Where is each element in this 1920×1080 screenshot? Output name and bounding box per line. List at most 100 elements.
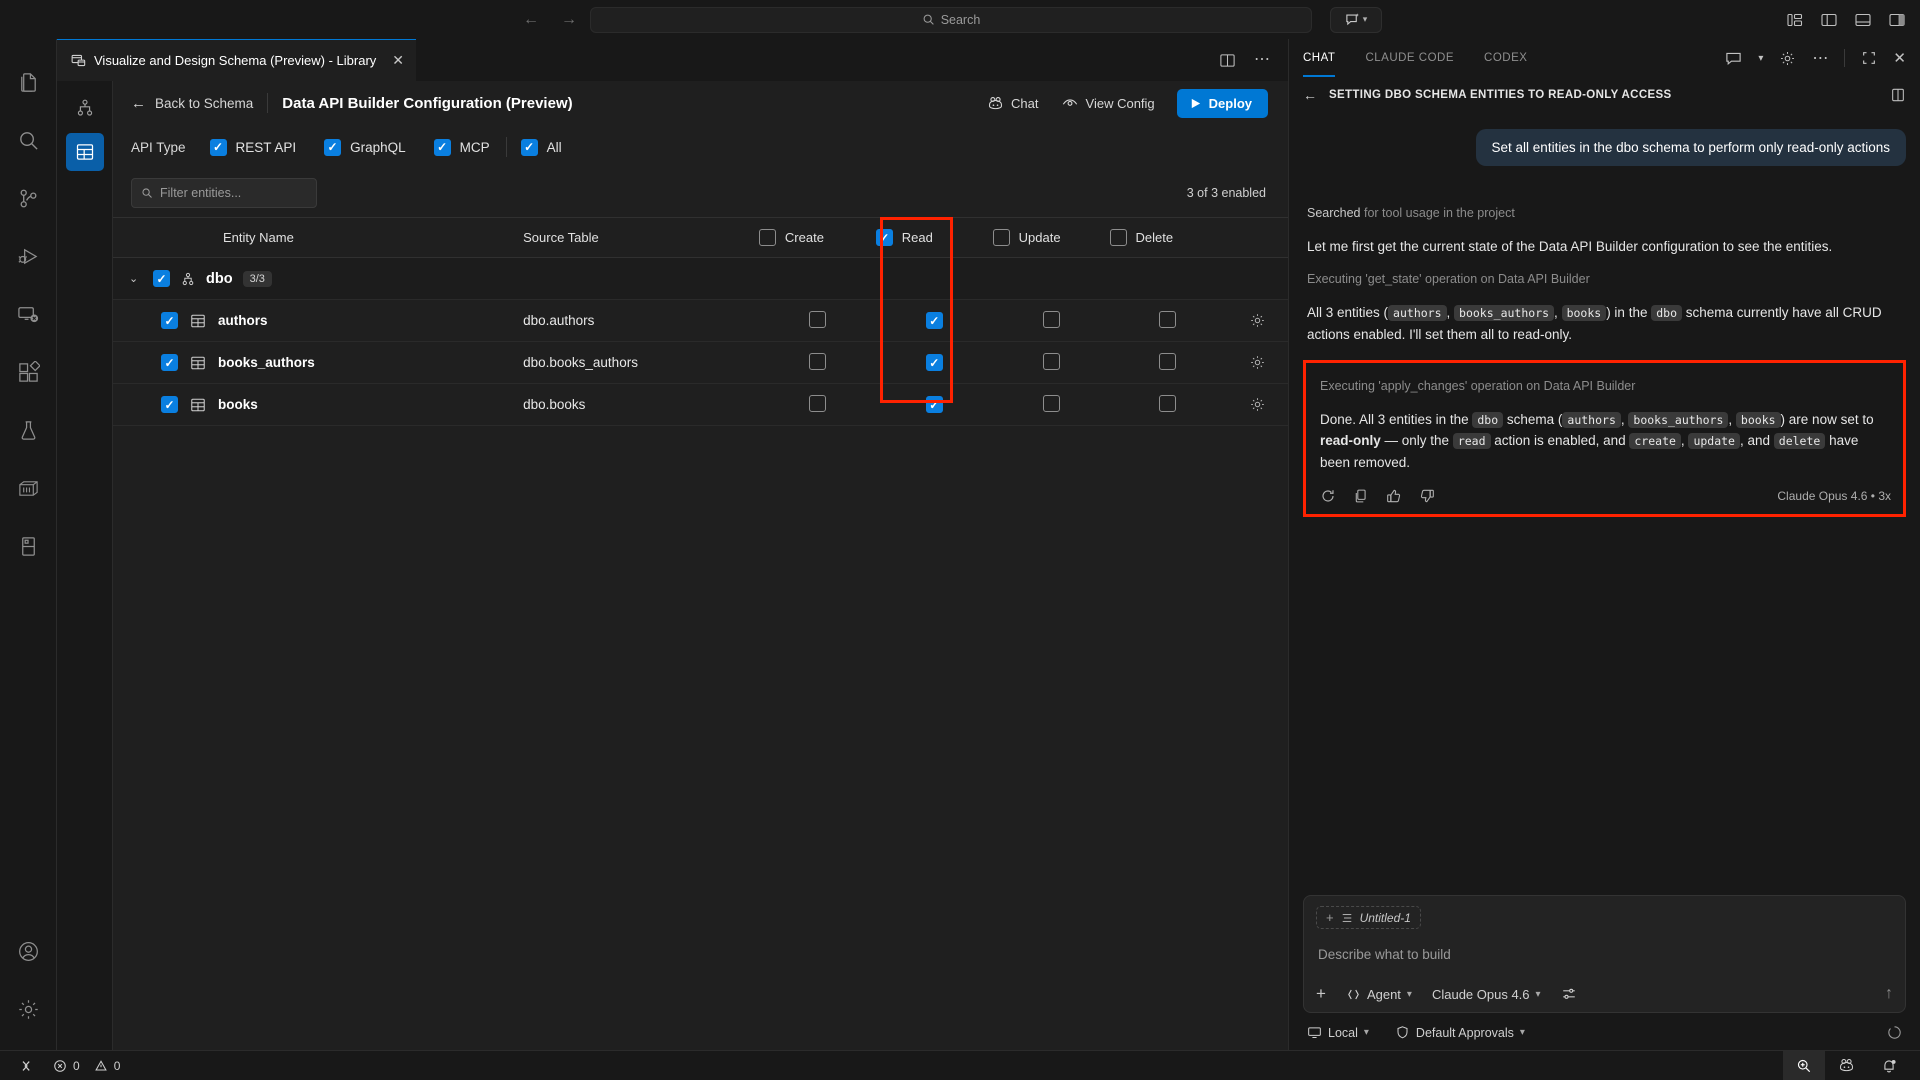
arrow-right-icon[interactable]: → [561, 10, 577, 28]
entity-settings-button[interactable] [1226, 299, 1288, 342]
layout-sidebar-icon[interactable] [1890, 87, 1906, 103]
entity-read-cell[interactable] [875, 299, 993, 342]
tab-chat[interactable]: CHAT [1303, 39, 1335, 77]
attach-button[interactable]: + [1316, 984, 1326, 1003]
checkbox[interactable] [209, 138, 227, 156]
layout-panel-icon[interactable] [1786, 11, 1804, 29]
extensions-icon[interactable] [0, 343, 57, 401]
entity-delete-cell[interactable] [1109, 341, 1227, 384]
sliders-icon[interactable] [1561, 986, 1577, 1002]
tab-codex[interactable]: CODEX [1484, 52, 1528, 64]
delete-header-checkbox[interactable] [1109, 229, 1127, 246]
chat-toggle-button[interactable]: ▾ [1330, 6, 1382, 33]
remote-window-icon[interactable] [10, 1051, 44, 1080]
column-read[interactable]: Read [875, 217, 993, 258]
thumbs-up-icon[interactable] [1386, 488, 1402, 504]
filter-entities-input[interactable]: Filter entities... [131, 178, 317, 208]
read-checkbox[interactable] [925, 312, 943, 329]
bell-badge-icon[interactable] [1868, 1051, 1910, 1080]
more-actions-icon[interactable]: ⋯ [1254, 51, 1270, 68]
entity-enabled-checkbox[interactable] [161, 396, 178, 413]
table-grid-icon[interactable] [65, 133, 104, 171]
gear-icon[interactable] [1779, 50, 1796, 67]
send-button[interactable]: ↑ [1885, 985, 1893, 1002]
retry-icon[interactable] [1320, 488, 1336, 504]
schema-group-row[interactable]: ⌄ dbo 3/3 [113, 257, 1288, 300]
checkbox[interactable] [433, 138, 451, 156]
entity-read-cell[interactable] [875, 383, 993, 426]
database-icon[interactable] [0, 517, 57, 575]
entity-create-cell[interactable] [758, 341, 876, 384]
thumbs-down-icon[interactable] [1419, 488, 1435, 504]
checkbox[interactable] [520, 138, 538, 156]
tab-claude-code[interactable]: CLAUDE CODE [1365, 52, 1455, 64]
deploy-button[interactable]: Deploy [1176, 88, 1268, 118]
arrow-left-icon[interactable]: ← [523, 10, 539, 28]
chat-button[interactable]: Chat [987, 95, 1039, 112]
api-type-mcp[interactable]: MCP [433, 138, 490, 156]
entity-enabled-checkbox[interactable] [161, 312, 178, 329]
close-icon[interactable]: ✕ [392, 52, 405, 68]
chevron-down-icon[interactable]: ⌄ [129, 273, 139, 285]
read-checkbox[interactable] [925, 396, 943, 413]
layout-sidebar-right-icon[interactable] [1888, 11, 1906, 29]
search-icon[interactable] [0, 111, 57, 169]
column-update[interactable]: Update [992, 217, 1110, 258]
delete-checkbox[interactable] [1159, 310, 1177, 328]
table-row[interactable]: authors dbo.authors [113, 299, 1288, 342]
source-control-icon[interactable] [0, 169, 57, 227]
api-type-graphql[interactable]: GraphQL [324, 138, 406, 156]
layout-sidebar-left-icon[interactable] [1820, 11, 1838, 29]
remote-explorer-icon[interactable] [0, 285, 57, 343]
entity-update-cell[interactable] [992, 383, 1110, 426]
arrow-left-icon[interactable]: ← [1303, 87, 1317, 103]
entity-create-cell[interactable] [758, 383, 876, 426]
create-checkbox[interactable] [808, 394, 826, 412]
checkbox[interactable] [324, 138, 342, 156]
copilot-icon[interactable] [1825, 1051, 1868, 1080]
create-checkbox[interactable] [808, 352, 826, 370]
column-delete[interactable]: Delete [1109, 217, 1227, 258]
entity-read-cell[interactable] [875, 341, 993, 384]
table-row[interactable]: books_authors dbo.books_authors [113, 341, 1288, 384]
read-header-checkbox[interactable] [875, 229, 893, 246]
update-checkbox[interactable] [1042, 310, 1060, 328]
schema-group-checkbox[interactable] [153, 270, 170, 287]
update-header-checkbox[interactable] [992, 229, 1010, 246]
entity-delete-cell[interactable] [1109, 299, 1227, 342]
read-checkbox[interactable] [925, 354, 943, 371]
back-to-schema-button[interactable]: ← Back to Schema [131, 95, 253, 112]
chat-history-icon[interactable] [1725, 50, 1742, 67]
editor-tab-visualize-schema[interactable]: Visualize and Design Schema (Preview) - … [57, 39, 417, 81]
update-checkbox[interactable] [1042, 394, 1060, 412]
api-type-rest-api[interactable]: REST API [209, 138, 296, 156]
entity-enabled-checkbox[interactable] [161, 354, 178, 371]
mode-selector[interactable]: Agent ▾ [1346, 987, 1412, 1002]
plus-icon[interactable]: + [1326, 910, 1334, 925]
problems-indicator[interactable]: 0 0 [44, 1051, 129, 1080]
schema-tree-icon[interactable] [66, 89, 104, 127]
composer-input[interactable]: Describe what to build [1316, 929, 1893, 984]
entity-settings-button[interactable] [1226, 383, 1288, 426]
global-search-input[interactable]: Search [590, 6, 1312, 33]
testing-icon[interactable] [0, 401, 57, 459]
entity-update-cell[interactable] [992, 341, 1110, 384]
view-config-button[interactable]: View Config [1061, 94, 1155, 112]
entity-update-cell[interactable] [992, 299, 1110, 342]
layout-panel-bottom-icon[interactable] [1854, 11, 1872, 29]
create-header-checkbox[interactable] [758, 229, 776, 246]
context-chip-untitled-1[interactable]: + Untitled-1 [1316, 906, 1421, 929]
account-icon[interactable] [0, 922, 57, 980]
environment-selector[interactable]: Local ▾ [1307, 1025, 1369, 1040]
containers-icon[interactable] [0, 459, 57, 517]
create-checkbox[interactable] [808, 310, 826, 328]
column-create[interactable]: Create [758, 217, 876, 258]
zoom-icon[interactable] [1783, 1050, 1825, 1080]
maximize-icon[interactable] [1861, 50, 1877, 66]
table-row[interactable]: books dbo.books [113, 383, 1288, 426]
chat-composer[interactable]: + Untitled-1 Describe what to build + [1303, 895, 1906, 1013]
model-selector[interactable]: Claude Opus 4.6 ▾ [1432, 987, 1541, 1002]
gear-icon[interactable] [0, 980, 57, 1038]
split-editor-icon[interactable] [1219, 52, 1236, 69]
explorer-icon[interactable] [0, 53, 57, 111]
